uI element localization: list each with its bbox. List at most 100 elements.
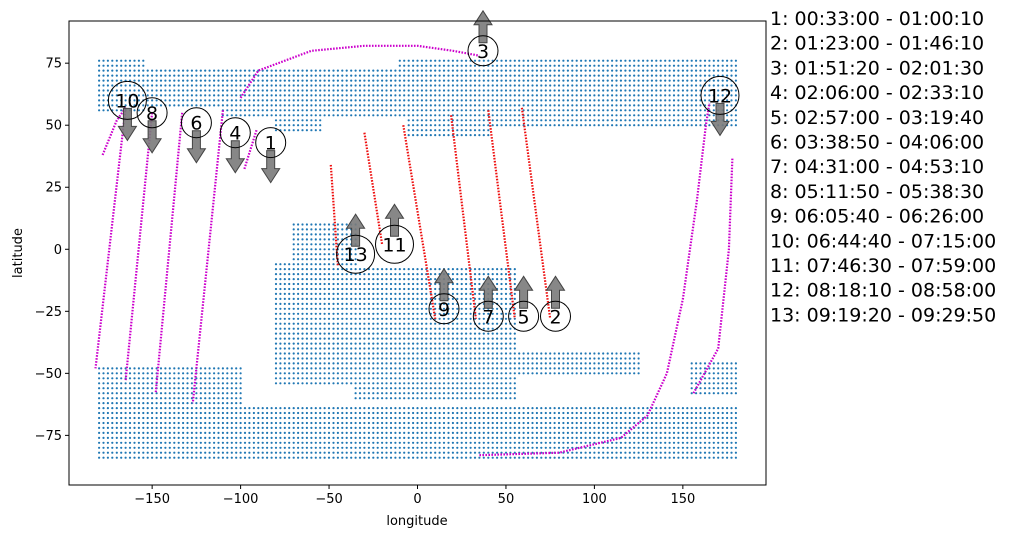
land-point: [482, 124, 485, 127]
land-point: [628, 89, 631, 92]
land-point: [677, 456, 680, 459]
land-point: [358, 407, 362, 410]
land-point: [695, 114, 698, 117]
land-point: [478, 456, 481, 459]
land-point: [159, 451, 163, 454]
land-point: [633, 69, 636, 72]
land-point: [531, 79, 534, 82]
land-point: [283, 273, 286, 276]
land-point: [305, 382, 308, 385]
land-point: [310, 263, 313, 266]
land-point: [496, 64, 499, 67]
land-point: [120, 59, 123, 62]
land-point: [557, 114, 561, 117]
land-point: [425, 421, 428, 425]
land-point: [686, 99, 689, 102]
land-point: [389, 342, 393, 345]
land-point: [102, 426, 105, 429]
land-point: [243, 441, 247, 444]
land-point: [301, 307, 304, 310]
land-point: [314, 119, 317, 122]
land-point: [734, 124, 738, 127]
land-point: [650, 431, 654, 434]
land-point: [327, 243, 331, 246]
land-point: [367, 431, 370, 434]
land-point: [274, 307, 278, 310]
land-point: [305, 302, 308, 305]
land-point: [319, 327, 322, 330]
land-point: [588, 74, 592, 77]
land-point: [425, 407, 428, 410]
land-point: [332, 69, 335, 72]
land-point: [381, 292, 384, 295]
land-point: [659, 114, 662, 117]
land-point: [553, 84, 556, 87]
land-point: [350, 407, 353, 410]
land-point: [376, 74, 379, 77]
land-point: [297, 446, 300, 449]
land-point: [633, 352, 636, 355]
land-point: [323, 327, 326, 330]
land-point: [394, 451, 397, 454]
land-point: [310, 436, 313, 439]
land-point: [597, 372, 600, 375]
land-point: [363, 421, 366, 425]
land-point: [442, 382, 446, 385]
land-point: [699, 74, 702, 77]
land-point: [695, 456, 698, 459]
land-point: [504, 416, 508, 420]
land-point: [553, 421, 556, 425]
land-point: [460, 337, 463, 340]
land-point: [540, 407, 543, 410]
land-point: [438, 337, 441, 340]
land-point: [557, 109, 561, 112]
land-point: [128, 89, 132, 92]
land-point: [575, 451, 578, 454]
land-point: [544, 59, 547, 62]
land-point: [257, 94, 260, 97]
land-point: [712, 109, 715, 112]
land-point: [102, 59, 105, 62]
land-point: [213, 436, 216, 439]
land-point: [491, 312, 494, 315]
land-point: [655, 407, 658, 410]
land-point: [372, 317, 375, 320]
land-point: [274, 109, 278, 112]
land-point: [412, 59, 415, 62]
land-point: [279, 104, 282, 107]
land-point: [389, 297, 393, 300]
land-point: [239, 79, 242, 82]
land-point: [301, 228, 304, 231]
land-point: [199, 407, 202, 410]
land-point: [301, 411, 304, 415]
land-point: [451, 109, 454, 112]
land-point: [527, 104, 530, 107]
land-point: [124, 94, 127, 97]
land-point: [310, 119, 313, 122]
land-point: [381, 312, 384, 315]
land-point: [412, 392, 415, 395]
land-point: [487, 456, 490, 459]
land-point: [668, 89, 671, 92]
land-point: [407, 59, 410, 62]
land-point: [628, 372, 631, 375]
land-point: [549, 436, 552, 439]
land-point: [301, 253, 304, 256]
land-point: [504, 109, 508, 112]
land-point: [615, 416, 618, 420]
land-point: [398, 282, 401, 286]
land-point: [412, 322, 415, 325]
land-point: [394, 312, 397, 315]
land-point: [606, 114, 609, 117]
land-point: [367, 342, 370, 345]
land-point: [120, 411, 123, 415]
land-point: [681, 407, 685, 410]
land-point: [473, 382, 477, 385]
land-point: [221, 456, 224, 459]
land-point: [456, 451, 459, 454]
land-point: [469, 421, 472, 425]
land-point: [544, 441, 547, 444]
land-point: [624, 99, 627, 102]
land-point: [451, 411, 454, 415]
land-point: [513, 357, 516, 360]
